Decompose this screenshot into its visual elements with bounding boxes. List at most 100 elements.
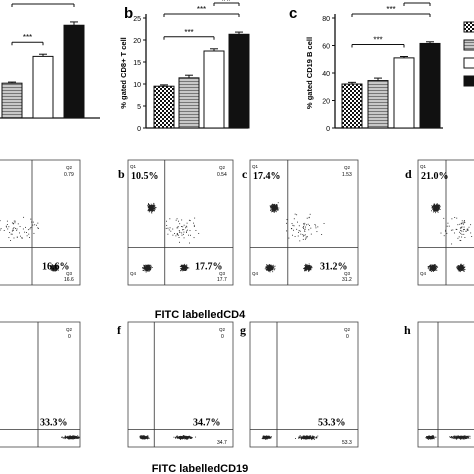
event-dot [146, 269, 148, 271]
bar-white [32, 55, 54, 119]
event-dot [453, 232, 455, 234]
event-dot [439, 209, 441, 211]
event-dot [431, 267, 433, 269]
panel-letter: b [124, 5, 133, 22]
event-dot [23, 216, 25, 218]
event-dot [270, 209, 272, 211]
event-dot [430, 264, 432, 266]
event-dot [456, 438, 458, 440]
event-dot [270, 269, 272, 271]
event-dot [437, 210, 439, 211]
event-dot [67, 438, 69, 439]
event-dot [274, 207, 276, 209]
event-dot [266, 438, 268, 440]
event-dot [458, 267, 460, 269]
event-dot [274, 208, 276, 210]
q2-value: 0 [346, 334, 349, 340]
event-dot [183, 436, 184, 438]
event-dot [460, 222, 462, 224]
event-dot [195, 229, 197, 231]
event-dot [306, 435, 308, 437]
event-dot [187, 438, 188, 440]
event-dot [435, 210, 437, 212]
event-dot [430, 271, 432, 272]
event-dot [179, 232, 181, 233]
event-dot [459, 436, 461, 438]
event-dot [434, 206, 436, 208]
event-dot [148, 203, 149, 204]
event-dot [187, 229, 188, 231]
event-dot [274, 269, 275, 271]
event-dot [150, 269, 151, 271]
event-dot [463, 270, 465, 272]
event-dot [302, 238, 304, 240]
event-dot [169, 218, 171, 220]
event-dot [433, 269, 435, 271]
event-dot [311, 437, 313, 438]
q2-label: Q2 [344, 165, 351, 170]
event-dot [306, 266, 308, 268]
event-dot [309, 436, 311, 438]
event-dot [462, 437, 464, 439]
event-dot [182, 226, 184, 228]
event-dot [437, 205, 439, 207]
event-dot [186, 267, 188, 269]
event-dot [271, 267, 273, 269]
event-dot [0, 229, 1, 231]
event-dot [458, 268, 460, 270]
event-dot [272, 205, 274, 207]
event-dot [445, 229, 446, 231]
event-dot [57, 269, 59, 271]
event-dot [185, 265, 187, 267]
event-dot [274, 207, 276, 209]
event-dot [270, 436, 272, 438]
event-dot [268, 270, 270, 272]
event-dot [72, 436, 74, 438]
event-dot [454, 437, 455, 438]
event-dot [431, 267, 432, 268]
event-dot [437, 210, 439, 212]
event-dot [317, 226, 319, 228]
event-dot [463, 264, 465, 266]
event-dot [274, 206, 276, 208]
event-dot [309, 436, 311, 437]
event-dot [460, 264, 462, 266]
event-dot [307, 223, 309, 225]
event-dot [435, 206, 437, 208]
event-dot [268, 437, 270, 439]
event-dot [77, 437, 79, 439]
event-dot [436, 208, 438, 210]
event-dot [456, 437, 458, 439]
event-dot [186, 438, 188, 439]
event-dot [153, 205, 154, 207]
event-dot [149, 266, 151, 268]
event-dot [139, 437, 141, 439]
event-dot [183, 229, 185, 231]
event-dot [32, 224, 34, 226]
event-dot [25, 226, 26, 228]
event-dot [270, 265, 272, 267]
event-dot [181, 234, 183, 236]
event-dot [154, 208, 155, 209]
event-dot [56, 265, 58, 267]
event-dot [308, 216, 310, 218]
event-dot [143, 264, 145, 266]
event-dot [153, 202, 155, 204]
event-dot [177, 437, 178, 439]
event-dot [457, 224, 459, 226]
event-dot [165, 227, 167, 229]
event-dot [309, 265, 311, 267]
event-dot [71, 437, 73, 439]
event-dot [309, 268, 311, 270]
event-dot [274, 209, 276, 211]
event-dot [464, 228, 465, 230]
event-dot [147, 204, 149, 206]
event-dot [149, 209, 151, 211]
event-dot [63, 437, 65, 439]
event-dot [301, 438, 303, 440]
event-dot [150, 208, 152, 210]
event-dot [185, 437, 187, 439]
event-dot [295, 438, 296, 439]
event-dot [432, 267, 434, 269]
